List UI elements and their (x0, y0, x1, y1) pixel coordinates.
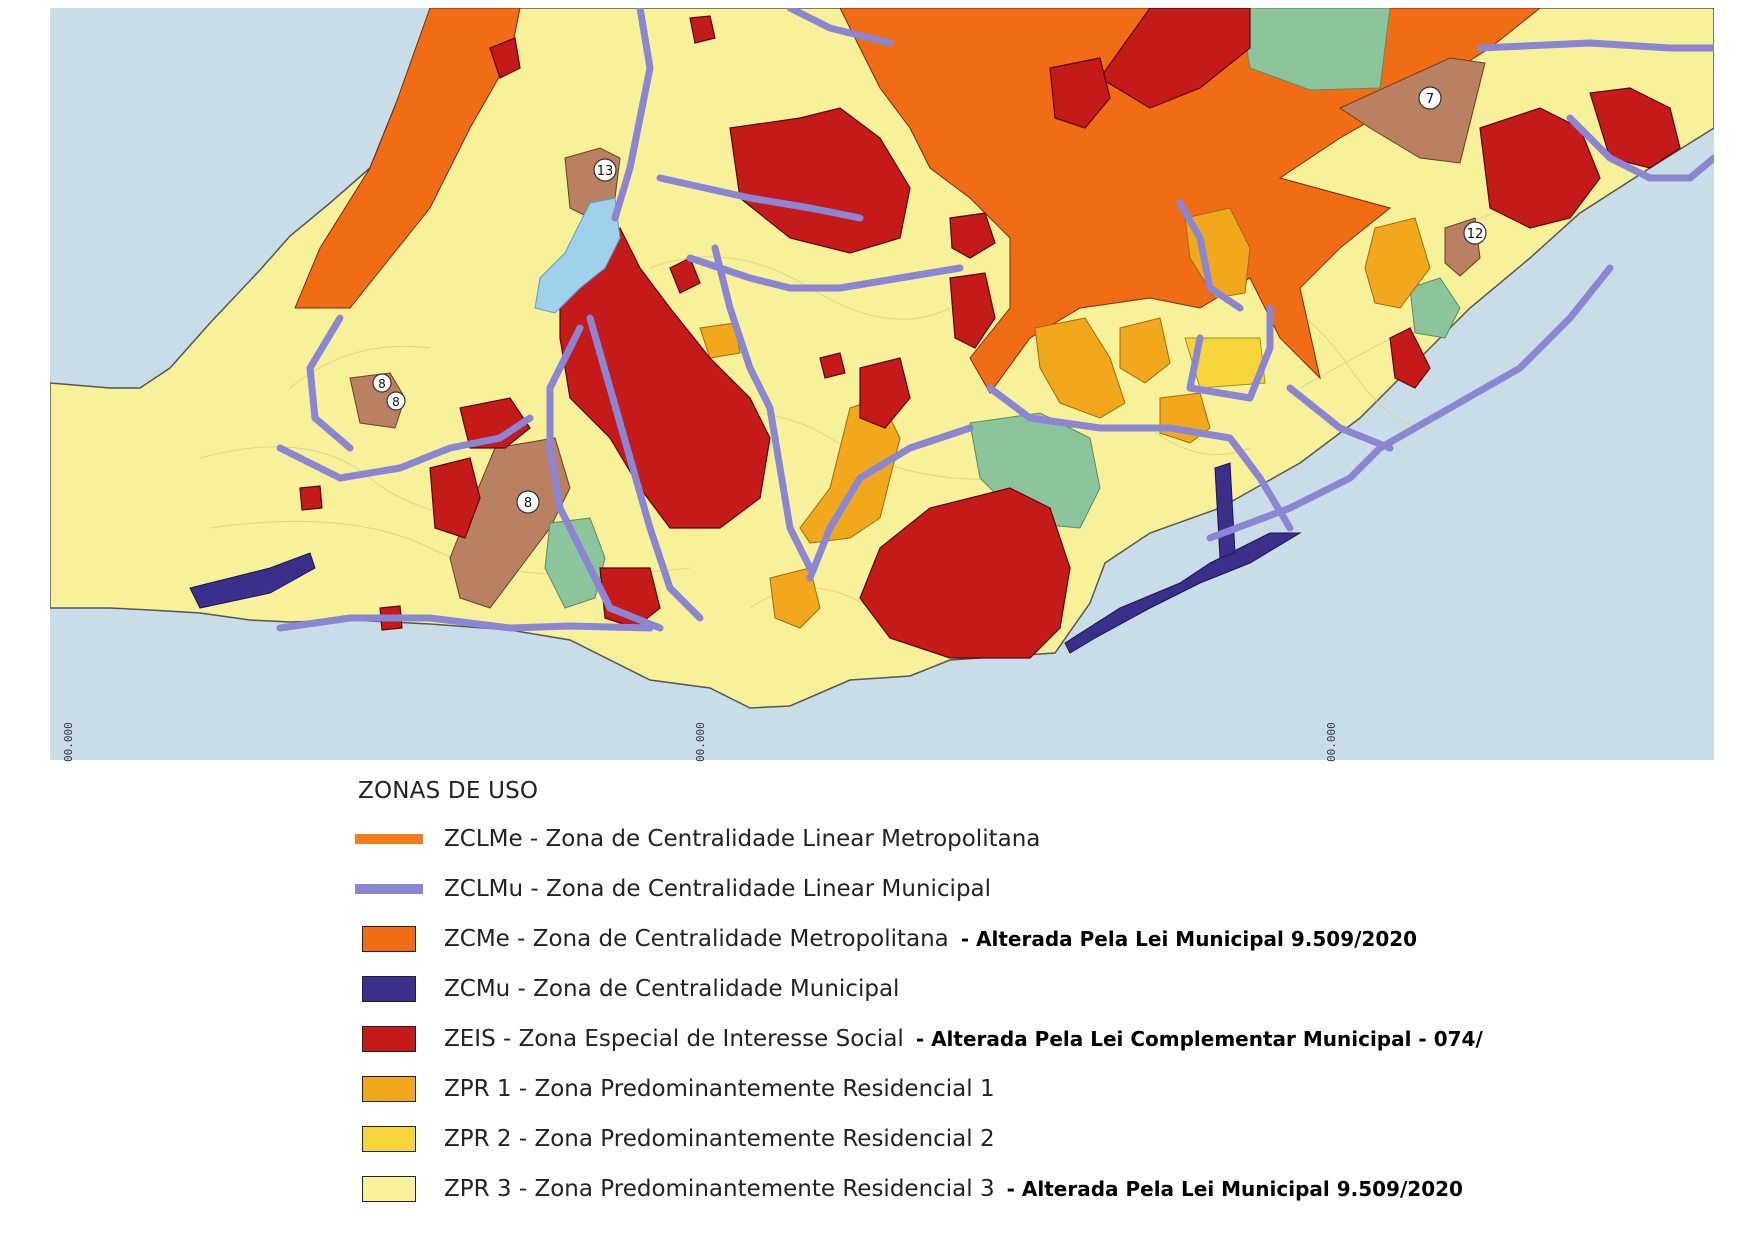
map-canvas: 13 7 12 8 8 8 (50, 8, 1714, 760)
legend-item-zpr1: ZPR 1 - Zona Predominantemente Residenci… (358, 1064, 1678, 1114)
legend-label: ZCLMe - Zona de Centralidade Linear Metr… (444, 826, 1041, 852)
lake (534, 197, 621, 314)
legend-item-zcme: ZCMe - Zona de Centralidade Metropolitan… (358, 914, 1678, 964)
legend-item-zeis: ZEIS - Zona Especial de Interesse Social… (358, 1014, 1678, 1064)
legend-note: - Alterada Pela Lei Municipal 9.509/2020 (1006, 1177, 1463, 1201)
zone-marker[interactable]: 12 (1463, 221, 1487, 245)
zone-marker[interactable]: 8 (516, 490, 540, 514)
coordinate-label: 00.000 (1325, 722, 1338, 762)
marker-label: 13 (597, 164, 614, 179)
coordinate-label: 00.000 (694, 722, 707, 762)
legend-label: ZCMu - Zona de Centralidade Municipal (444, 976, 900, 1002)
zpr1-zones (699, 207, 1431, 629)
legend-label: ZPR 3 - Zona Predominantemente Residenci… (444, 1176, 995, 1202)
legend-swatch (362, 1176, 416, 1202)
zone-marker[interactable]: 7 (1418, 86, 1442, 110)
legend-label: ZEIS - Zona Especial de Interesse Social (444, 1026, 904, 1052)
legend-note: - Alterada Pela Lei Municipal 9.509/2020 (960, 927, 1418, 951)
legend-swatch (362, 1076, 416, 1102)
zoning-map[interactable]: 13 7 12 8 8 8 (50, 8, 1714, 760)
green-zones (544, 8, 1461, 609)
zeis-zones (299, 8, 1681, 659)
legend-label: ZCLMu - Zona de Centralidade Linear Muni… (444, 876, 992, 902)
marker-label: 7 (1426, 92, 1434, 107)
marker-label: 8 (524, 496, 532, 511)
zone-marker[interactable]: 8 (372, 373, 392, 393)
legend: ZONAS DE USO ZCLMe - Zona de Centralidad… (355, 778, 1678, 1214)
legend-item-zclme: ZCLMe - Zona de Centralidade Linear Metr… (355, 814, 1678, 864)
zclmu-lines (276, 8, 1714, 632)
legend-swatch (362, 926, 416, 952)
legend-item-zpr3: ZPR 3 - Zona Predominantemente Residenci… (358, 1164, 1678, 1214)
legend-swatch (362, 976, 416, 1002)
legend-item-zpr2: ZPR 2 - Zona Predominantemente Residenci… (358, 1114, 1678, 1164)
legend-swatch (362, 1026, 416, 1052)
zone-marker[interactable]: 8 (386, 391, 406, 411)
legend-item-zcmu: ZCMu - Zona de Centralidade Municipal (358, 964, 1678, 1014)
marker-label: 8 (378, 377, 386, 391)
legend-label: ZPR 1 - Zona Predominantemente Residenci… (444, 1076, 995, 1102)
marker-label: 8 (392, 395, 400, 409)
marker-label: 12 (1467, 227, 1484, 242)
legend-label: ZPR 2 - Zona Predominantemente Residenci… (444, 1126, 995, 1152)
coordinate-label: 00.000 (62, 722, 75, 762)
legend-label: ZCMe - Zona de Centralidade Metropolitan… (444, 926, 949, 952)
legend-note: - Alterada Pela Lei Complementar Municip… (915, 1027, 1483, 1051)
legend-swatch (355, 884, 423, 894)
legend-item-zclmu: ZCLMu - Zona de Centralidade Linear Muni… (355, 864, 1678, 914)
zone-marker[interactable]: 13 (593, 158, 617, 182)
legend-swatch (362, 1126, 416, 1152)
legend-title: ZONAS DE USO (358, 778, 539, 804)
legend-swatch (355, 834, 423, 844)
